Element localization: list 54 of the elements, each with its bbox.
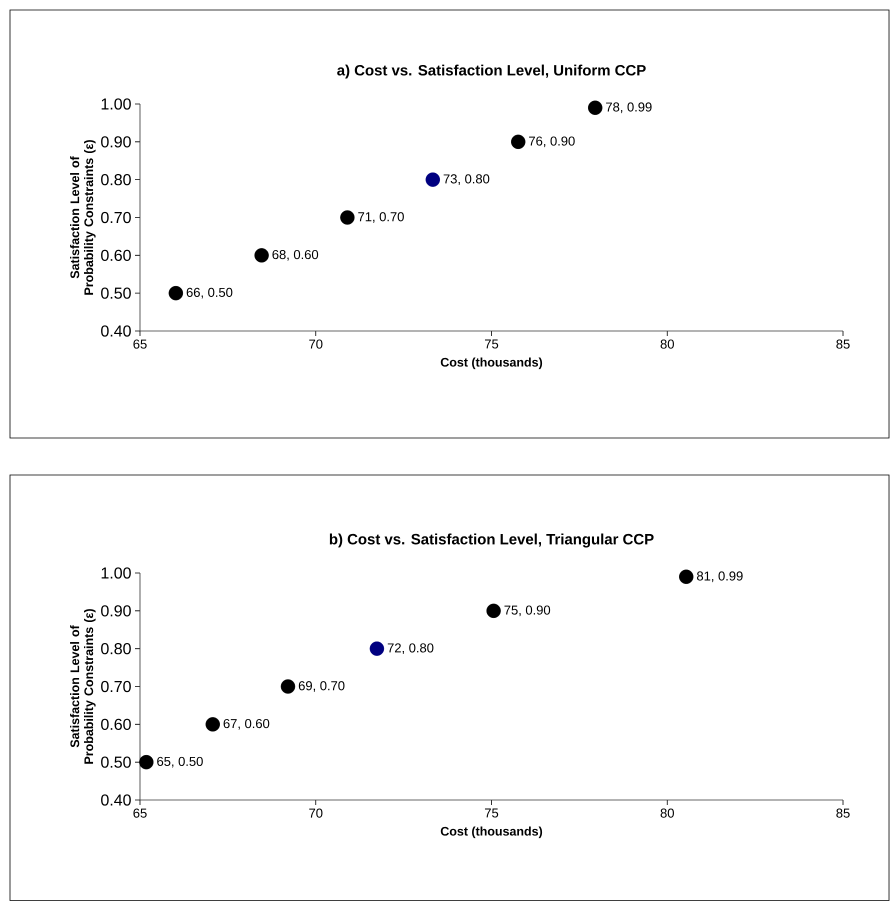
y-axis-title: Satisfaction Level of Probability Constraints (ε) [70,609,96,764]
data-label: 66, 0.50 [186,288,232,299]
y-tick-label: 0.40 [101,794,131,806]
data-label: 81, 0.99 [697,571,743,582]
x-tick-label: 85 [836,808,850,818]
y-tick-label: 0.60 [101,250,131,261]
point [280,679,296,694]
y-tick-label: 0.60 [101,718,131,730]
y-tick-label: 0.50 [101,288,131,299]
data-label: 76, 0.90 [529,136,575,148]
point [340,210,355,225]
data-label: 72, 0.80 [388,643,434,654]
x-axis-title: Cost (thousands) [440,826,542,838]
y-tick-label: 0.80 [101,174,131,186]
y-axis-title: Satisfaction Level of Probability Constraints (ε) [70,140,96,295]
x-tick-label: 75 [484,340,498,349]
data-label: 75, 0.90 [504,605,550,616]
data-label: 78, 0.99 [606,102,652,114]
data-label: 67, 0.60 [224,718,270,730]
point [511,134,526,150]
y-tick-label: 0.80 [101,643,131,654]
point [426,172,440,187]
point [679,570,694,584]
data-label: 73, 0.80 [444,174,490,186]
point [486,604,501,618]
y-tick-label: 0.70 [101,680,131,692]
x-tick-label: 65 [133,808,147,818]
x-tick-label: 65 [133,340,147,349]
point [254,248,269,263]
y-tick-label: 0.90 [101,605,131,616]
chart-title: b) Cost vs. Satisfaction Level, Triangular CCP [330,534,654,548]
y-tick-label: 1.00 [102,567,131,579]
y-tick-label: 0.50 [101,756,131,768]
point [370,641,384,656]
point [168,286,184,300]
y-tick-label: 1.00 [102,98,131,110]
x-axis-title: Cost (thousands) [440,358,542,370]
x-tick-label: 85 [836,340,850,349]
data-label: 68, 0.60 [272,250,318,261]
x-tick-label: 70 [309,808,322,818]
point [206,717,220,732]
x-tick-label: 80 [660,340,674,349]
x-tick-label: 80 [660,808,674,818]
point [588,100,602,115]
y-tick-label: 0.90 [101,136,131,148]
point [139,754,154,770]
y-tick-label: 0.40 [101,325,131,337]
y-tick-label: 0.70 [101,212,131,224]
x-tick-label: 70 [309,340,322,349]
data-label: 71, 0.70 [358,212,404,223]
chart-title: a) Cost vs. Satisfaction Level, Uniform CCP [337,64,646,78]
data-label: 65, 0.50 [157,756,203,768]
data-label: 69, 0.70 [298,681,344,692]
x-tick-label: 75 [484,808,498,818]
